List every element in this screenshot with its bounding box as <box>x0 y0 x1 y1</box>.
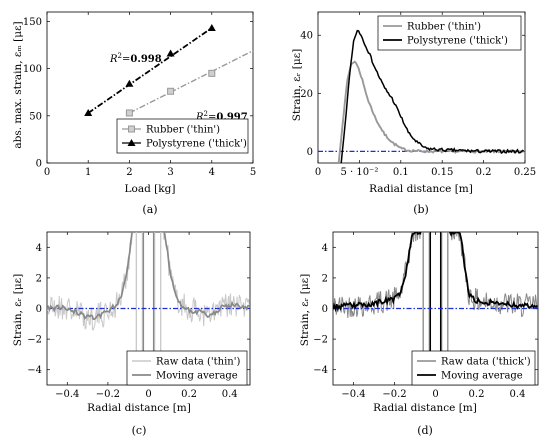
panel-a-point <box>208 69 216 77</box>
panel-d-legend <box>411 350 536 386</box>
panel-c-legend <box>126 350 248 386</box>
panel-b-series-line <box>340 29 524 164</box>
panel-b-xtick-label: 0.15 <box>431 167 453 178</box>
panel-a-legend-marker <box>128 125 135 133</box>
panel-a-point <box>166 49 175 57</box>
panel-b-ytick-label: 0 <box>307 147 313 158</box>
panel-c-ytick-label: −4 <box>27 365 42 376</box>
panel-d-xtick-label: 0.4 <box>510 389 526 400</box>
panel-d-ytick-label: −4 <box>313 365 328 376</box>
panel-c-caption: (c) <box>132 424 147 437</box>
panel-d-xtick-label: 0.2 <box>469 389 485 400</box>
panel-a-point <box>125 109 133 117</box>
panel-c-xtick-label: 0.4 <box>222 389 238 400</box>
panel-c-xtick-label: −0.4 <box>55 389 79 400</box>
panel-d: Strain, εᵣ [με] Radial distance [m] (d) … <box>299 231 539 437</box>
panel-c-ytick-label: 0 <box>36 304 42 315</box>
panel-b-ytick-label: 40 <box>300 31 313 42</box>
panel-b-legend-label: Rubber ('thin') <box>407 22 481 33</box>
panel-a: abs. max. strain, εₘ [με] Load [kg] (a) … <box>12 11 256 216</box>
panel-a-legend-label: Polystyrene ('thick') <box>146 139 247 150</box>
panel-d-ytick-label: −2 <box>313 335 328 346</box>
panel-a-point <box>207 24 216 32</box>
panel-b-caption: (b) <box>413 203 429 216</box>
panel-a-ylabel: abs. max. strain, εₘ [με] <box>12 21 24 148</box>
panel-a-xtick-label: 0 <box>44 167 50 178</box>
panel-a-ytick-label: 150 <box>23 17 42 28</box>
panel-c-legend-label: Raw data ('thin') <box>156 357 240 368</box>
panel-b-xtick-label: 0 <box>315 167 321 178</box>
panel-a-caption: (a) <box>142 203 157 216</box>
panel-c-raw-data-line <box>47 232 250 331</box>
panel-b-ylabel: Strain, εᵣ [με] <box>291 49 303 121</box>
panel-c-xtick-label: 0 <box>145 389 151 400</box>
panel-c-moving-average-line <box>47 232 250 321</box>
panel-c-ytick-label: 2 <box>36 273 42 284</box>
panel-d-ytick-label: 4 <box>322 243 328 254</box>
panel-d-moving-average-line <box>333 232 538 313</box>
panel-a-fit-line <box>129 50 254 114</box>
panel-d-caption: (d) <box>417 424 433 437</box>
panel-c: Strain, εᵣ [με] Radial distance [m] (c) … <box>12 231 251 437</box>
panel-a-frame <box>46 11 254 164</box>
panel-d-ytick-label: 0 <box>322 304 328 315</box>
panel-b: Strain, εᵣ [με] Radial distance [m] (b) … <box>291 11 536 216</box>
panel-c-ylabel: Strain, εᵣ [με] <box>12 274 24 346</box>
panel-b-xtick-label: 0.1 <box>393 167 409 178</box>
panel-c-xlabel: Radial distance [m] <box>87 402 191 414</box>
panel-a-legend-marker <box>127 139 136 146</box>
panel-b-series-line <box>337 60 525 164</box>
panel-a-ytick-label: 100 <box>23 64 42 75</box>
panel-d-legend-label: Raw data ('thick') <box>441 357 531 368</box>
panel-a-point <box>167 87 175 95</box>
panel-c-xtick-label: 0.2 <box>181 389 197 400</box>
panel-a-point <box>84 108 93 116</box>
panel-a-xtick-label: 5 <box>250 167 256 178</box>
panel-d-xlabel: Radial distance [m] <box>373 402 477 414</box>
panel-c-ytick-label: −2 <box>27 335 42 346</box>
panel-a-legend-label: Rubber ('thin') <box>146 125 220 136</box>
panel-d-legend-label: Moving average <box>441 371 523 382</box>
panel-a-ytick-label: 0 <box>36 159 42 170</box>
panel-d-xtick-label: 0 <box>432 389 438 400</box>
panel-b-legend-label: Polystyrene ('thick') <box>407 36 508 47</box>
panel-a-xtick-label: 1 <box>85 167 91 178</box>
panel-c-ytick-label: 4 <box>36 243 42 254</box>
panel-c-legend-label: Moving average <box>156 371 238 382</box>
panel-b-xtick-label: 0.25 <box>514 167 536 178</box>
panel-a-legend <box>116 118 249 154</box>
panel-b-frame <box>317 11 526 164</box>
panel-c-xtick-label: −0.2 <box>96 389 120 400</box>
panel-d-xtick-label: −0.4 <box>341 389 365 400</box>
panel-b-xlabel: Radial distance [m] <box>369 183 473 195</box>
panel-a-xlabel: Load [kg] <box>125 183 176 195</box>
panel-b-legend <box>377 15 522 51</box>
panel-d-ylabel: Strain, εᵣ [με] <box>299 274 311 346</box>
panel-a-ytick-label: 50 <box>29 111 42 122</box>
panel-d-xtick-label: −0.2 <box>382 389 406 400</box>
panel-a-r2-annotation: R2=0.998 <box>109 52 162 65</box>
panel-a-xtick-label: 4 <box>209 167 215 178</box>
panel-a-xtick-label: 3 <box>167 167 173 178</box>
panel-b-ytick-label: 20 <box>300 89 313 100</box>
panel-a-fit-line <box>87 27 213 114</box>
panel-b-xtick-label: 5 · 10⁻² <box>340 167 378 178</box>
panel-b-xtick-label: 0.2 <box>476 167 492 178</box>
panel-d-ytick-label: 2 <box>322 273 328 284</box>
panel-a-r2-annotation: R2=0.997 <box>195 110 248 123</box>
panel-a-xtick-label: 2 <box>126 167 132 178</box>
panel-a-point <box>125 79 134 87</box>
